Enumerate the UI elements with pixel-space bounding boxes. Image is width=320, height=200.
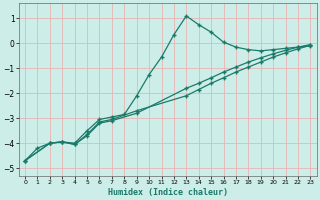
X-axis label: Humidex (Indice chaleur): Humidex (Indice chaleur)	[108, 188, 228, 197]
